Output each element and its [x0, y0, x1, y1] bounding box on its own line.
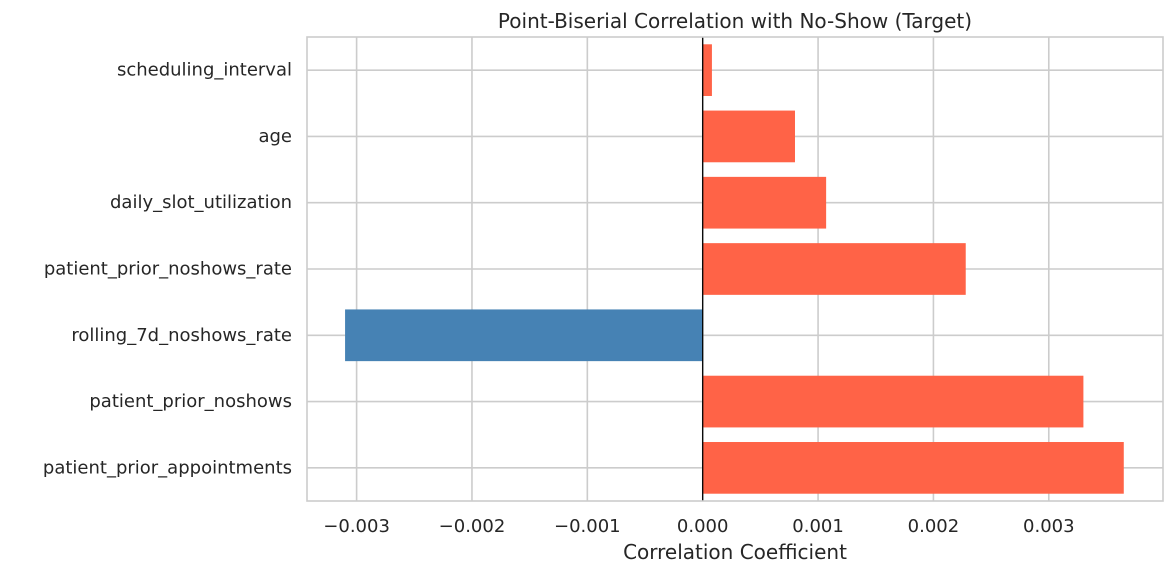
y-tick-labels: patient_prior_appointments patient_prior_…	[43, 60, 292, 479]
bar-patient-prior-noshows-rate	[702, 243, 966, 295]
y-tick-label: patient_prior_noshows_rate	[44, 259, 292, 280]
bars	[345, 44, 1124, 494]
y-tick-label: rolling_7d_noshows_rate	[71, 325, 292, 346]
y-tick-label: age	[258, 126, 292, 147]
bar-patient-prior-noshows	[702, 375, 1084, 428]
bar-rolling-7d-noshows-rate	[345, 309, 703, 362]
bar-age	[702, 110, 795, 163]
bar-scheduling-interval	[702, 44, 712, 96]
y-tick-label: scheduling_interval	[117, 60, 292, 81]
x-tick-label: 0.002	[908, 516, 960, 537]
x-tick-label: 0.003	[1023, 516, 1075, 537]
x-tick-label: −0.003	[323, 516, 390, 537]
x-tick-label: −0.002	[439, 516, 506, 537]
x-tick-label: 0.001	[792, 516, 844, 537]
y-tick-label: patient_prior_noshows	[89, 391, 292, 412]
plot-frame	[306, 36, 1164, 502]
bar-patient-prior-appointments	[702, 442, 1124, 494]
chart-title: Point-Biserial Correlation with No-Show …	[498, 9, 972, 33]
y-tick-label: patient_prior_appointments	[43, 457, 292, 478]
y-tick-label: daily_slot_utilization	[110, 192, 292, 213]
x-axis-label: Correlation Coefficient	[623, 540, 847, 564]
x-tick-labels: −0.003 −0.002 −0.001 0.000 0.001 0.002 0.003	[323, 516, 1074, 537]
x-tick-label: −0.001	[554, 516, 621, 537]
x-tick-label: 0.000	[677, 516, 729, 537]
bar-daily-slot-utilization	[702, 176, 827, 229]
